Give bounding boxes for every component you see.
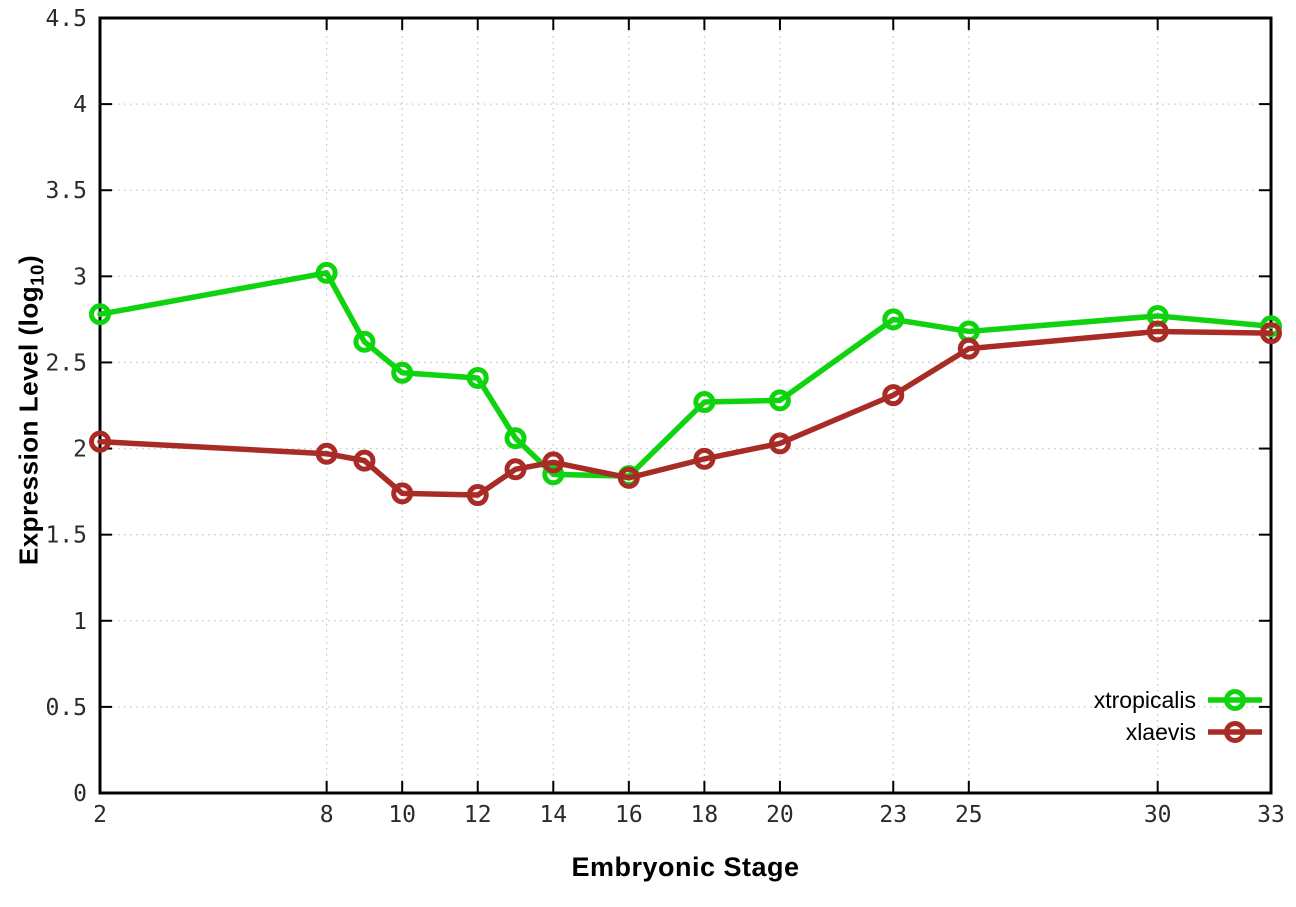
y-tick-label: 0: [73, 781, 87, 807]
x-tick-label: 23: [879, 802, 907, 828]
series-line-xtropicalis: [97, 270, 1274, 479]
plot-border: [98, 16, 1273, 795]
series-marker-xtropicalis: [542, 463, 565, 486]
legend-label-xtropicalis: xtropicalis: [1093, 687, 1196, 713]
series-marker-xlaevis: [466, 484, 489, 507]
series-marker-xtropicalis: [353, 330, 376, 353]
y-tick-label: 3.5: [45, 178, 87, 204]
y-axis-title-text: Expression Level (log: [13, 285, 44, 566]
y-tick-label: 3: [73, 264, 87, 290]
y-axis-title: Expression Level (log10): [13, 255, 48, 565]
series-marker-xlaevis: [89, 430, 111, 453]
series-marker-xlaevis: [617, 466, 640, 489]
series-marker-xlaevis: [882, 384, 905, 407]
legend: xtropicalis xlaevis: [1094, 686, 1264, 746]
series-marker-xlaevis: [768, 432, 791, 455]
series-marker-xtropicalis: [315, 261, 338, 284]
series-marker-xlaevis: [1146, 320, 1169, 343]
series-marker-xlaevis: [957, 337, 980, 360]
series-marker-xlaevis: [353, 449, 376, 472]
x-tick-label: 16: [615, 802, 643, 828]
y-tick-label: 1: [73, 609, 87, 635]
x-tick-label: 33: [1257, 802, 1285, 828]
y-tick-label: 2.5: [45, 350, 87, 376]
legend-entry-xtropicalis: xtropicalis: [1094, 686, 1264, 714]
y-axis-title-subscript: 10: [26, 264, 48, 286]
x-axis-title: Embryonic Stage: [571, 852, 800, 882]
series-marker-xtropicalis: [768, 389, 791, 412]
x-tick-label: 18: [691, 802, 719, 828]
series-marker-xlaevis: [504, 458, 527, 481]
series-marker-xtropicalis: [391, 361, 414, 384]
x-tick-label: 12: [464, 802, 492, 828]
y-tick-label: 1.5: [45, 523, 87, 549]
series-line-xlaevis: [97, 328, 1274, 498]
x-tick-label: 25: [955, 802, 983, 828]
x-tick-label: 14: [539, 802, 567, 828]
legend-label-xlaevis: xlaevis: [1125, 719, 1196, 745]
legend-line-marker-icon: [1208, 689, 1262, 711]
series-marker-xtropicalis: [466, 366, 489, 389]
series-marker-xtropicalis: [693, 391, 716, 414]
series-marker-xlaevis: [391, 482, 414, 505]
series-marker-xtropicalis: [89, 303, 111, 326]
x-tick-label: 2: [93, 802, 107, 828]
x-tick-label: 30: [1144, 802, 1172, 828]
series-marker-xtropicalis: [504, 427, 527, 450]
series-marker-xlaevis: [693, 447, 716, 470]
series-marker-xlaevis: [1260, 322, 1282, 345]
x-tick-label: 10: [388, 802, 416, 828]
series-marker-xtropicalis: [882, 308, 905, 331]
series-marker-xlaevis: [542, 451, 565, 474]
y-tick-label: 4: [73, 92, 87, 118]
legend-line-marker-icon: [1208, 721, 1262, 743]
x-tick-label: 20: [766, 802, 794, 828]
y-tick-label: 4.5: [45, 6, 87, 32]
x-tick-label: 8: [320, 802, 334, 828]
legend-entry-xlaevis: xlaevis: [1126, 718, 1264, 746]
series-marker-xlaevis: [315, 442, 338, 465]
y-axis-title-suffix: ): [13, 254, 44, 265]
y-tick-label: 2: [73, 437, 87, 463]
y-tick-label: 0.5: [45, 695, 87, 721]
